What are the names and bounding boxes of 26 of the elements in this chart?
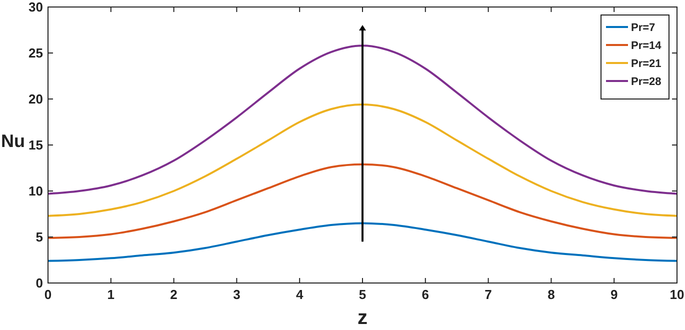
x-tick-label: 7 (484, 287, 492, 302)
x-axis-title: z (358, 307, 368, 329)
x-tick-label: 1 (107, 287, 115, 302)
y-tick-label: 15 (28, 138, 43, 152)
line-series (47, 222, 678, 262)
legend-label: Pr=7 (631, 22, 656, 34)
x-tick-label: 3 (233, 287, 240, 302)
x-tick-label: 8 (548, 287, 555, 302)
y-tick-label: 5 (36, 230, 43, 244)
legend-label: Pr=28 (631, 76, 662, 88)
x-tick-label: 10 (670, 287, 684, 302)
x-tick-label: 5 (358, 287, 366, 302)
legend-label: Pr=21 (631, 58, 662, 70)
line-series (47, 104, 678, 217)
x-tick-label: 2 (170, 287, 178, 302)
x-tick-label: 4 (296, 287, 304, 302)
y-axis-title: Nu (1, 131, 25, 151)
y-tick-label: 25 (28, 46, 43, 60)
y-tick-label: 0 (36, 276, 43, 290)
y-tick-label: 30 (28, 0, 43, 14)
y-tick-label: 20 (28, 92, 43, 106)
legend-label: Pr=14 (631, 40, 662, 52)
x-tick-label: 9 (610, 287, 618, 302)
y-tick-label: 10 (28, 184, 43, 198)
line-series (47, 163, 678, 239)
x-tick-label: 6 (422, 287, 430, 302)
